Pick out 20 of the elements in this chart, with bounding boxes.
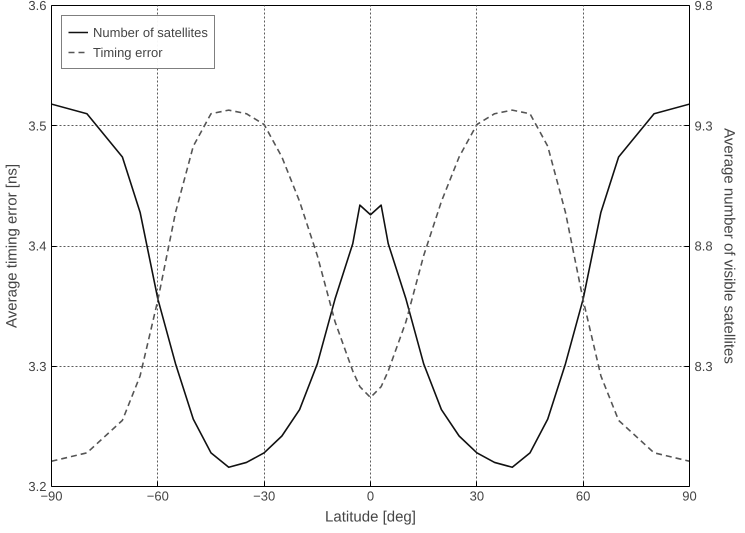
x-tick-label: 0 bbox=[366, 488, 374, 504]
x-tick-label: 60 bbox=[576, 488, 590, 504]
x-tick-label: 90 bbox=[682, 488, 697, 504]
y-tick-label: 3.3 bbox=[28, 358, 47, 374]
y-tick-label: 3.6 bbox=[28, 0, 47, 13]
y2-tick-label: 9.8 bbox=[694, 0, 713, 13]
y-axis-title: Average timing error [ns] bbox=[3, 164, 20, 328]
y-tick-label: 3.4 bbox=[28, 238, 47, 254]
x-tick-label: 30 bbox=[470, 488, 484, 504]
legend-label: Number of satellites bbox=[93, 24, 208, 40]
x-tick-label: −60 bbox=[146, 488, 169, 504]
y-tick-label: 3.5 bbox=[28, 118, 47, 134]
y2-tick-label: 8.3 bbox=[694, 358, 713, 374]
y-tick-label: 3.2 bbox=[28, 479, 47, 494]
y2-tick-label: 8.8 bbox=[694, 238, 713, 254]
legend-label: Timing error bbox=[93, 44, 163, 60]
x-axis-title: Latitude [deg] bbox=[325, 508, 416, 526]
x-tick-label: −30 bbox=[253, 488, 276, 504]
y2-axis-title: Average number of visible satellites bbox=[720, 128, 738, 364]
y2-tick-label: 9.3 bbox=[694, 118, 713, 134]
